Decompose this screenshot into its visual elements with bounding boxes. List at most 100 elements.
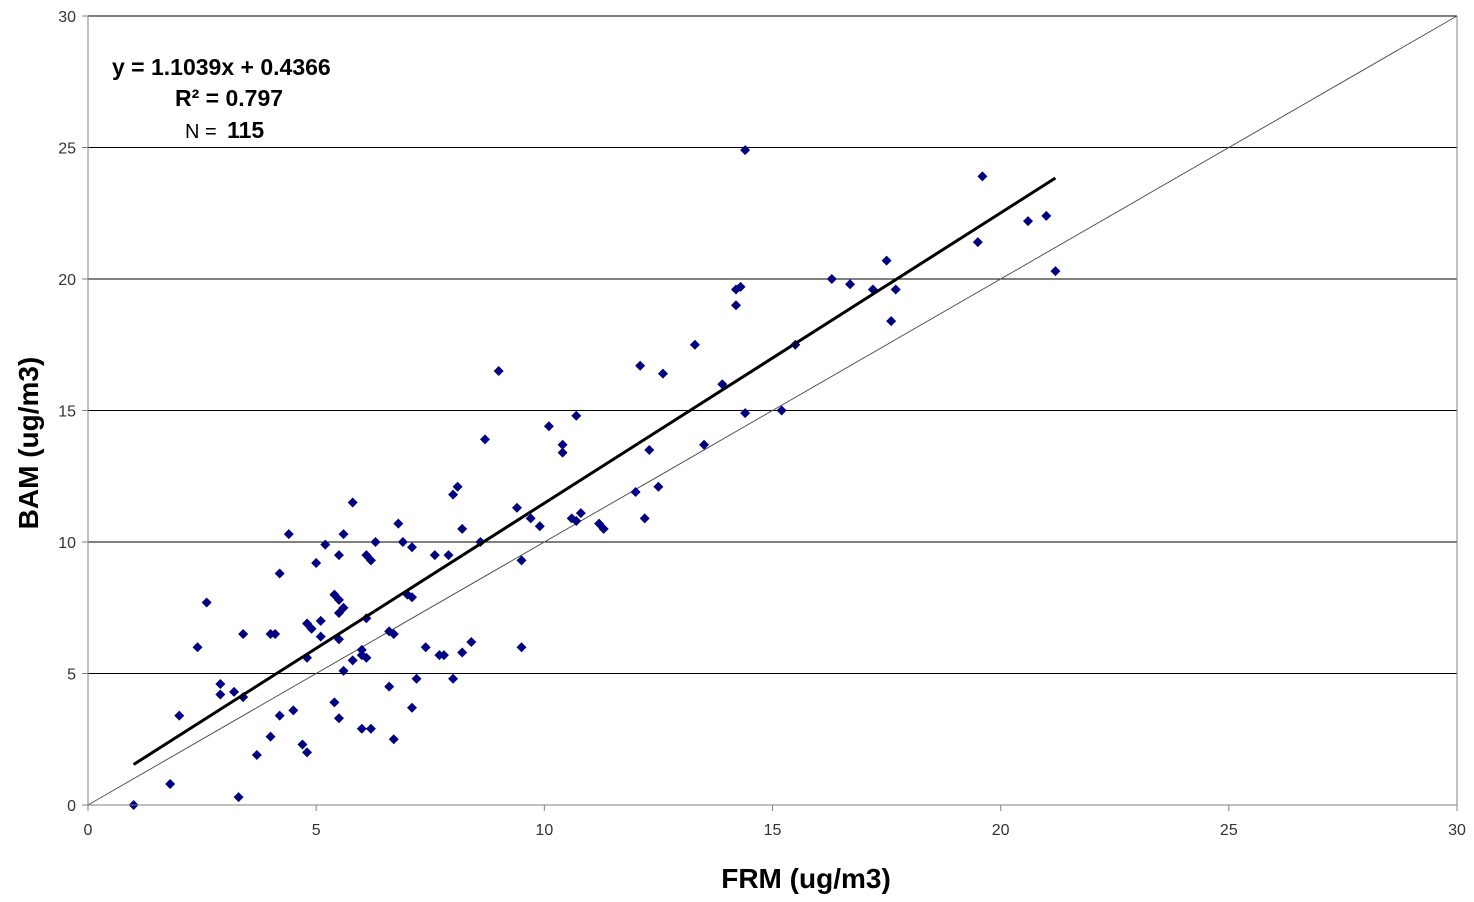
data-point-73 — [493, 366, 504, 377]
data-point-84 — [571, 515, 582, 526]
tick-labels: 0 5 10 15 20 25 30 0 5 10 15 20 25 30 — [58, 9, 1466, 839]
data-point-109 — [890, 284, 901, 295]
data-point-91 — [644, 444, 655, 455]
data-point-61 — [429, 550, 440, 561]
y-tick-label-2: 10 — [58, 535, 76, 552]
data-point-36 — [338, 665, 349, 676]
data-point-79 — [543, 421, 554, 432]
data-point-94 — [689, 339, 700, 350]
data-point-25 — [315, 631, 326, 642]
data-point-68 — [457, 647, 468, 658]
data-point-7 — [229, 686, 240, 697]
sample-size-label: N = 115 — [185, 117, 264, 143]
data-point-34 — [333, 713, 344, 724]
trendline-equation: y = 1.1039x + 0.4366 — [112, 54, 331, 80]
data-point-5 — [215, 679, 226, 690]
regression-trendline — [132, 176, 1057, 766]
data-point-85 — [575, 508, 586, 519]
data-point-31 — [333, 550, 344, 561]
data-point-47 — [365, 723, 376, 734]
data-point-66 — [448, 673, 459, 684]
grid-lines — [88, 15, 1457, 674]
data-point-13 — [265, 731, 276, 742]
y-tick-label-0: 0 — [67, 798, 76, 815]
data-point-35 — [338, 602, 349, 613]
data-point-65 — [448, 489, 459, 500]
data-point-15 — [274, 568, 285, 579]
x-tick-label-2: 10 — [535, 822, 553, 839]
data-point-92 — [653, 481, 664, 492]
data-point-70 — [466, 636, 477, 647]
data-point-29 — [329, 697, 340, 708]
data-point-107 — [881, 255, 892, 266]
x-axis-title: FRM (ug/m3) — [721, 863, 891, 894]
data-point-50 — [384, 681, 395, 692]
y-tick-label-3: 15 — [58, 404, 76, 421]
data-point-4 — [201, 597, 212, 608]
data-point-42 — [356, 723, 367, 734]
data-point-113 — [1041, 210, 1052, 221]
data-point-83 — [571, 410, 582, 421]
data-point-60 — [420, 642, 431, 653]
y-tick-label-6: 30 — [58, 9, 76, 26]
data-point-53 — [393, 518, 404, 529]
data-point-98 — [730, 300, 741, 311]
data-point-14 — [270, 629, 281, 640]
data-point-95 — [699, 439, 710, 450]
data-point-80 — [557, 439, 568, 450]
data-point-59 — [411, 673, 422, 684]
data-point-110 — [972, 237, 983, 248]
data-point-81 — [557, 447, 568, 458]
data-point-38 — [347, 497, 358, 508]
y-axis-title: BAM (ug/m3) — [13, 357, 44, 530]
data-point-72 — [480, 434, 491, 445]
data-point-1 — [165, 778, 176, 789]
data-point-27 — [320, 539, 331, 550]
data-point-37 — [338, 529, 349, 540]
data-point-100 — [740, 408, 751, 419]
data-point-105 — [845, 279, 856, 290]
data-point-39 — [347, 655, 358, 666]
data-point-51 — [388, 629, 399, 640]
r-squared-label: R² = 0.797 — [175, 85, 283, 111]
data-point-58 — [406, 542, 417, 553]
data-points — [128, 145, 1061, 810]
data-point-54 — [397, 537, 408, 547]
x-tick-label-6: 30 — [1448, 822, 1466, 839]
data-point-102 — [776, 405, 787, 416]
data-point-93 — [657, 368, 668, 379]
trendline-layer — [132, 176, 1057, 766]
x-tick-label-5: 25 — [1220, 822, 1238, 839]
axes — [82, 15, 1458, 811]
data-point-11 — [251, 750, 262, 761]
data-point-114 — [1050, 266, 1061, 277]
y-tick-label-1: 5 — [67, 667, 76, 684]
x-tick-label-4: 20 — [992, 822, 1010, 839]
y-tick-label-4: 20 — [58, 272, 76, 289]
data-point-67 — [452, 481, 463, 492]
reference-line-layer — [87, 15, 1458, 806]
data-point-78 — [534, 521, 545, 532]
data-point-87 — [598, 523, 609, 534]
one-to-one-reference-line — [87, 15, 1458, 806]
data-point-43 — [361, 652, 372, 663]
data-point-99 — [735, 281, 746, 292]
y-tick-label-5: 25 — [58, 141, 76, 158]
data-point-9 — [238, 629, 249, 640]
data-point-77 — [525, 513, 536, 524]
data-point-19 — [297, 739, 308, 750]
data-point-64 — [443, 550, 454, 561]
data-point-26 — [315, 615, 326, 626]
data-point-104 — [826, 274, 837, 284]
data-point-74 — [511, 502, 522, 513]
data-point-8 — [233, 792, 244, 803]
data-point-111 — [977, 171, 988, 182]
data-point-108 — [886, 316, 897, 327]
data-point-18 — [288, 705, 299, 716]
data-point-20 — [302, 747, 313, 758]
data-point-2 — [174, 710, 185, 721]
data-point-63 — [438, 650, 449, 661]
x-tick-label-0: 0 — [84, 822, 93, 839]
